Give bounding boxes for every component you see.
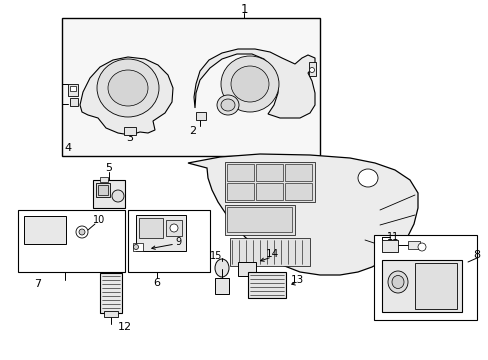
Ellipse shape [221,56,279,112]
Ellipse shape [387,271,407,293]
Ellipse shape [217,95,239,115]
Ellipse shape [76,226,88,238]
Polygon shape [187,154,417,275]
Text: 11: 11 [386,232,398,242]
Text: 5: 5 [105,163,112,173]
Bar [224,162,314,202]
Bar [414,263,456,309]
Bar [226,183,253,200]
Bar [100,177,108,182]
Ellipse shape [309,68,314,72]
Bar [285,183,311,200]
Bar [93,180,125,208]
Bar [215,278,228,294]
Bar [100,273,122,313]
Text: 12: 12 [118,322,132,332]
Bar [98,185,108,195]
Bar [247,272,285,298]
Ellipse shape [133,244,138,249]
Bar [104,311,118,317]
Ellipse shape [417,243,425,251]
Bar [308,62,315,76]
Ellipse shape [170,224,178,232]
Text: 1: 1 [240,3,247,15]
Ellipse shape [108,70,148,106]
Bar [62,18,319,156]
Bar [238,262,256,276]
Bar [407,241,419,249]
Bar [373,235,476,320]
Bar [96,183,110,197]
Bar [196,112,205,120]
Text: 14: 14 [265,249,278,259]
Ellipse shape [391,275,403,288]
Text: 3: 3 [126,133,133,143]
Text: 6: 6 [153,278,160,288]
Bar [124,127,136,135]
Bar [285,164,311,181]
Bar [165,220,182,236]
Bar [136,215,185,251]
Bar [381,260,461,312]
Bar [256,164,283,181]
Bar [18,210,125,272]
Ellipse shape [221,99,235,111]
Ellipse shape [215,259,228,277]
Bar [226,207,291,232]
Ellipse shape [97,59,159,117]
Text: 4: 4 [64,143,71,153]
Bar [224,205,294,235]
Bar [139,218,163,238]
Text: 7: 7 [34,279,41,289]
Ellipse shape [230,66,268,102]
Bar [226,164,253,181]
Text: 2: 2 [189,126,196,136]
Bar [229,238,309,266]
Text: 10: 10 [93,215,105,225]
Bar [133,243,142,251]
Bar [68,84,78,96]
Bar [70,98,78,106]
Bar [128,210,209,272]
Polygon shape [80,57,173,135]
Bar [70,86,76,91]
Ellipse shape [112,190,124,202]
Bar [24,216,66,244]
Bar [381,240,397,252]
Text: 9: 9 [175,237,181,247]
Text: 8: 8 [472,250,480,260]
Ellipse shape [79,229,85,235]
Ellipse shape [357,169,377,187]
Text: 15: 15 [209,251,222,261]
Text: 13: 13 [290,275,303,285]
Polygon shape [194,49,314,118]
Bar [256,183,283,200]
